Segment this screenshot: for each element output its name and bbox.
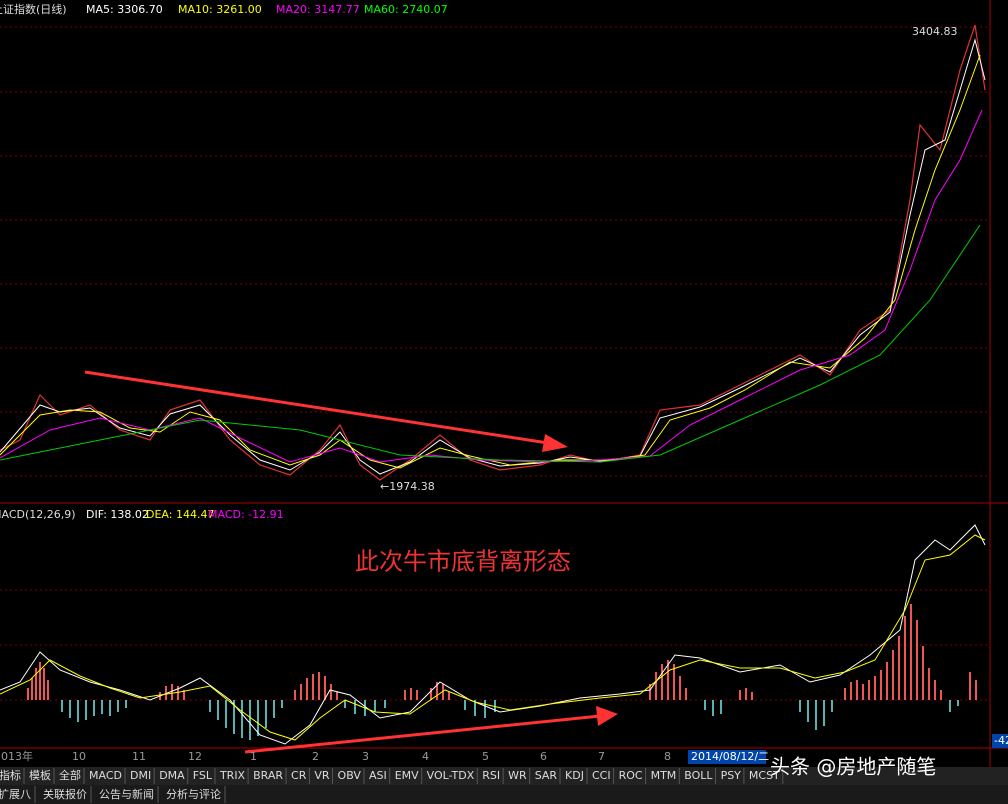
tab[interactable]: 模板 [29, 768, 51, 782]
tab[interactable]: FSL [193, 769, 213, 782]
tab[interactable]: TRIX [219, 769, 246, 782]
bottom-tab[interactable]: 分析与评论 [166, 787, 221, 801]
bottom-tab[interactable]: 扩展八 [0, 787, 31, 801]
edge-value-box [992, 734, 1008, 748]
tab[interactable]: DMA [159, 769, 185, 782]
macd-lines [0, 524, 986, 745]
date-label: 2 [312, 750, 319, 763]
macd-label: MACD: -12.91 [208, 508, 284, 521]
macd-title: MACD(12,26,9) [0, 508, 76, 521]
date-label: 1 [250, 750, 257, 763]
tab[interactable]: DMI [130, 769, 151, 782]
bottom-tabs: 扩展八 关联报价 公告与新闻 分析与评论 [0, 786, 226, 803]
date-label: 2013年 [0, 749, 33, 763]
tab[interactable]: WR [508, 769, 527, 782]
tab[interactable]: MTM [651, 769, 677, 782]
tab[interactable]: BOLL [684, 769, 713, 782]
tab[interactable]: MACD [89, 769, 122, 782]
index-title: 上证指数(日线) [0, 2, 67, 16]
ma60-label: MA60: 2740.07 [364, 3, 448, 16]
tab[interactable]: BRAR [253, 769, 283, 782]
cursor-date-box [688, 750, 766, 764]
bottom-tab[interactable]: 关联报价 [43, 787, 87, 801]
edge-value: -42 [994, 734, 1008, 747]
tab[interactable]: PSY [721, 769, 742, 782]
watermark: 头条 @房地产随笔 [770, 755, 936, 779]
tab[interactable]: OBV [338, 769, 362, 782]
tab[interactable]: RSI [482, 769, 500, 782]
macd-arrow [244, 706, 618, 754]
tab[interactable]: VR [314, 769, 330, 782]
tabs: 指标 模板 全部 MACD DMI DMA FSL TRIX BRAR CR VR OBV ASI EMV… [0, 768, 784, 784]
date-label: 3 [362, 750, 369, 763]
high-label: 3404.83 [912, 25, 958, 38]
ma5-label: MA5: 3306.70 [86, 3, 163, 16]
tab[interactable]: CCI [592, 769, 611, 782]
date-label: 11 [132, 750, 146, 763]
tab[interactable]: MCST [749, 769, 780, 782]
tab[interactable]: 全部 [59, 768, 81, 782]
tab[interactable]: KDJ [565, 769, 584, 782]
tab[interactable]: 指标 [0, 768, 21, 782]
dea-label: DEA: 144.47 [146, 508, 214, 521]
date-axis: 2013年 10 11 12 1 2 3 4 5 6 7 8 [0, 749, 671, 763]
date-label: 5 [482, 750, 489, 763]
cursor-date: 2014/08/12/二 [691, 750, 769, 763]
tab[interactable]: ASI [369, 769, 387, 782]
tab[interactable]: SAR [535, 769, 558, 782]
bottom-bar [0, 785, 1008, 804]
ma10-label: MA10: 3261.00 [178, 3, 262, 16]
date-label: 7 [598, 750, 605, 763]
bottom-tab[interactable]: 公告与新闻 [99, 787, 154, 801]
annotation: 此次牛市底背离形态 [355, 548, 571, 576]
tab[interactable]: ROC [619, 769, 643, 782]
date-label: 12 [188, 750, 202, 763]
tab[interactable]: CR [291, 769, 307, 782]
date-label: 10 [72, 750, 86, 763]
price-lines [0, 24, 986, 481]
low-label: ←1974.38 [380, 480, 435, 493]
tab[interactable]: EMV [395, 769, 419, 782]
price-arrow [84, 370, 568, 452]
tab-bar [0, 767, 1008, 785]
date-label: 6 [540, 750, 547, 763]
ma20-label: MA20: 3147.77 [276, 3, 360, 16]
tab[interactable]: VOL-TDX [427, 769, 475, 782]
date-label: 4 [422, 750, 429, 763]
dif-label: DIF: 138.02 [86, 508, 149, 521]
date-label: 8 [664, 750, 671, 763]
